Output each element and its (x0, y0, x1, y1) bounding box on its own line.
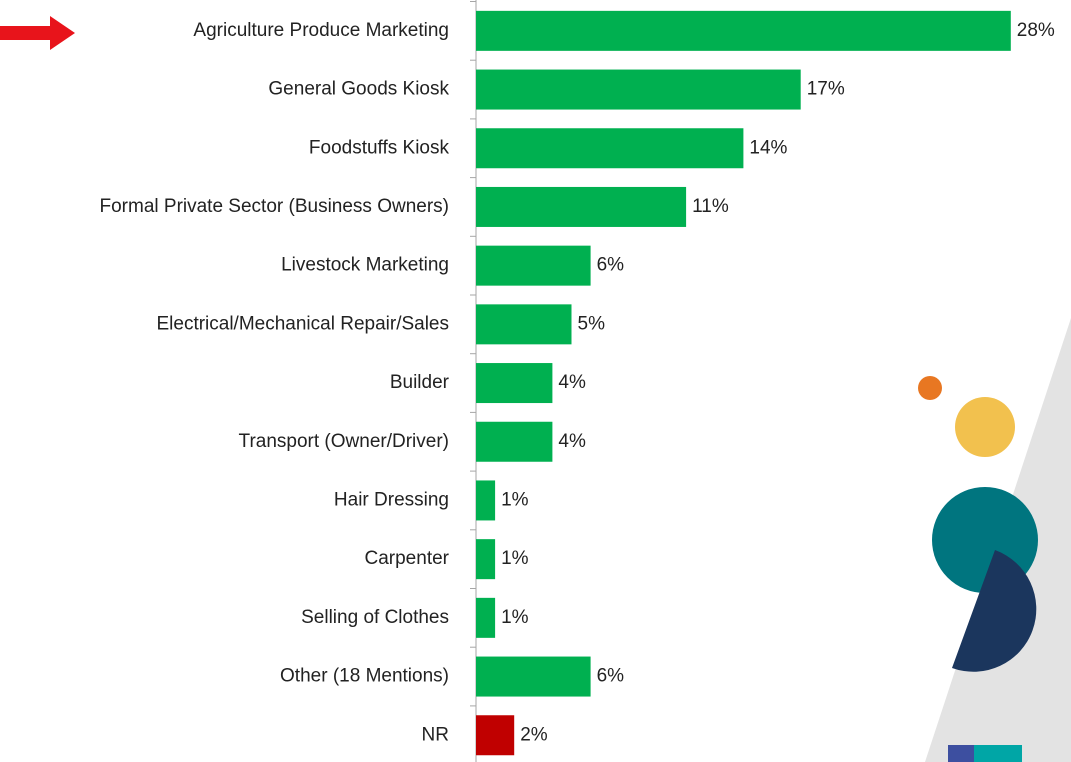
decor-logo (974, 745, 1022, 762)
value-label: 28% (1017, 20, 1055, 41)
category-label: NR (422, 724, 449, 745)
category-label: Carpenter (365, 548, 450, 569)
bar (476, 715, 515, 756)
category-label: Transport (Owner/Driver) (239, 431, 449, 452)
category-label: Formal Private Sector (Business Owners) (100, 196, 450, 217)
highlight-arrow (0, 16, 75, 50)
bar (476, 128, 744, 169)
category-label: Agriculture Produce Marketing (193, 20, 449, 41)
value-label: 11% (692, 196, 729, 217)
decor-logo (948, 745, 974, 762)
category-label: Other (18 Mentions) (280, 666, 449, 687)
value-label: 6% (597, 255, 625, 276)
bar (476, 480, 496, 521)
category-label: Hair Dressing (334, 489, 449, 510)
category-label: Electrical/Mechanical Repair/Sales (156, 313, 449, 334)
bar (476, 186, 687, 227)
bar (476, 363, 553, 404)
bar (476, 304, 572, 345)
value-label: 1% (501, 607, 529, 628)
category-label: Builder (390, 372, 450, 393)
bar (476, 10, 1011, 51)
bar (476, 421, 553, 462)
bar (476, 69, 801, 110)
category-label: Livestock Marketing (281, 255, 449, 276)
value-label: 14% (749, 137, 787, 158)
value-label: 5% (578, 313, 606, 334)
value-label: 1% (501, 548, 529, 569)
value-label: 6% (597, 666, 625, 687)
bar (476, 539, 496, 580)
value-label: 2% (520, 724, 548, 745)
value-label: 4% (558, 431, 586, 452)
category-label: Foodstuffs Kiosk (309, 137, 450, 158)
value-label: 4% (558, 372, 586, 393)
value-label: 17% (807, 79, 845, 100)
bar (476, 656, 591, 697)
bar (476, 245, 591, 286)
category-label: Selling of Clothes (301, 607, 449, 628)
value-label: 1% (501, 489, 529, 510)
category-label: General Goods Kiosk (268, 79, 449, 100)
decor-circle (918, 376, 942, 400)
decor-half-circle (952, 550, 1037, 672)
decor-circle (955, 397, 1015, 457)
bar (476, 597, 496, 638)
